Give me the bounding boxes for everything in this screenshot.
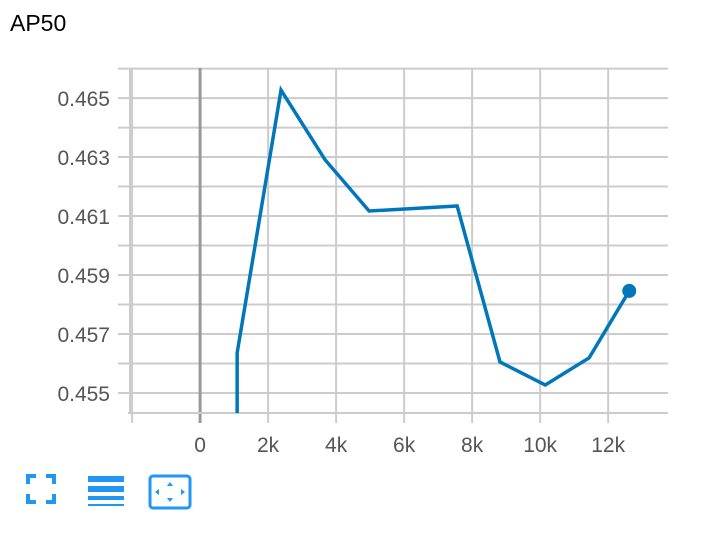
y-tick-label: 0.457 [57, 324, 110, 347]
data-point [622, 283, 637, 298]
x-tick-label: 2k [257, 434, 280, 457]
y-tick-label: 0.465 [57, 88, 110, 111]
x-tick-label: 6k [393, 434, 416, 457]
x-tick-label: 10k [523, 434, 557, 457]
fullscreen-icon[interactable] [26, 474, 56, 504]
y-tick-label: 0.459 [57, 265, 110, 288]
x-tick-label: 0 [194, 434, 206, 457]
toggle-log-scale-icon[interactable] [86, 474, 124, 508]
x-tick-label: 4k [325, 434, 348, 457]
y-tick-label: 0.463 [57, 147, 110, 170]
y-tick-label: 0.455 [57, 383, 110, 406]
x-tick-label: 8k [461, 434, 484, 457]
line-chart: 0.455 0.457 0.459 0.461 0.463 0.465 0 2k 4k 6k 8k 1… [57, 67, 668, 457]
x-tick-label: 12k [591, 434, 625, 457]
series-line [235, 85, 631, 413]
y-tick-label: 0.461 [57, 206, 110, 229]
fit-domain-icon[interactable] [148, 474, 192, 510]
chart-title: AP50 [10, 10, 67, 36]
